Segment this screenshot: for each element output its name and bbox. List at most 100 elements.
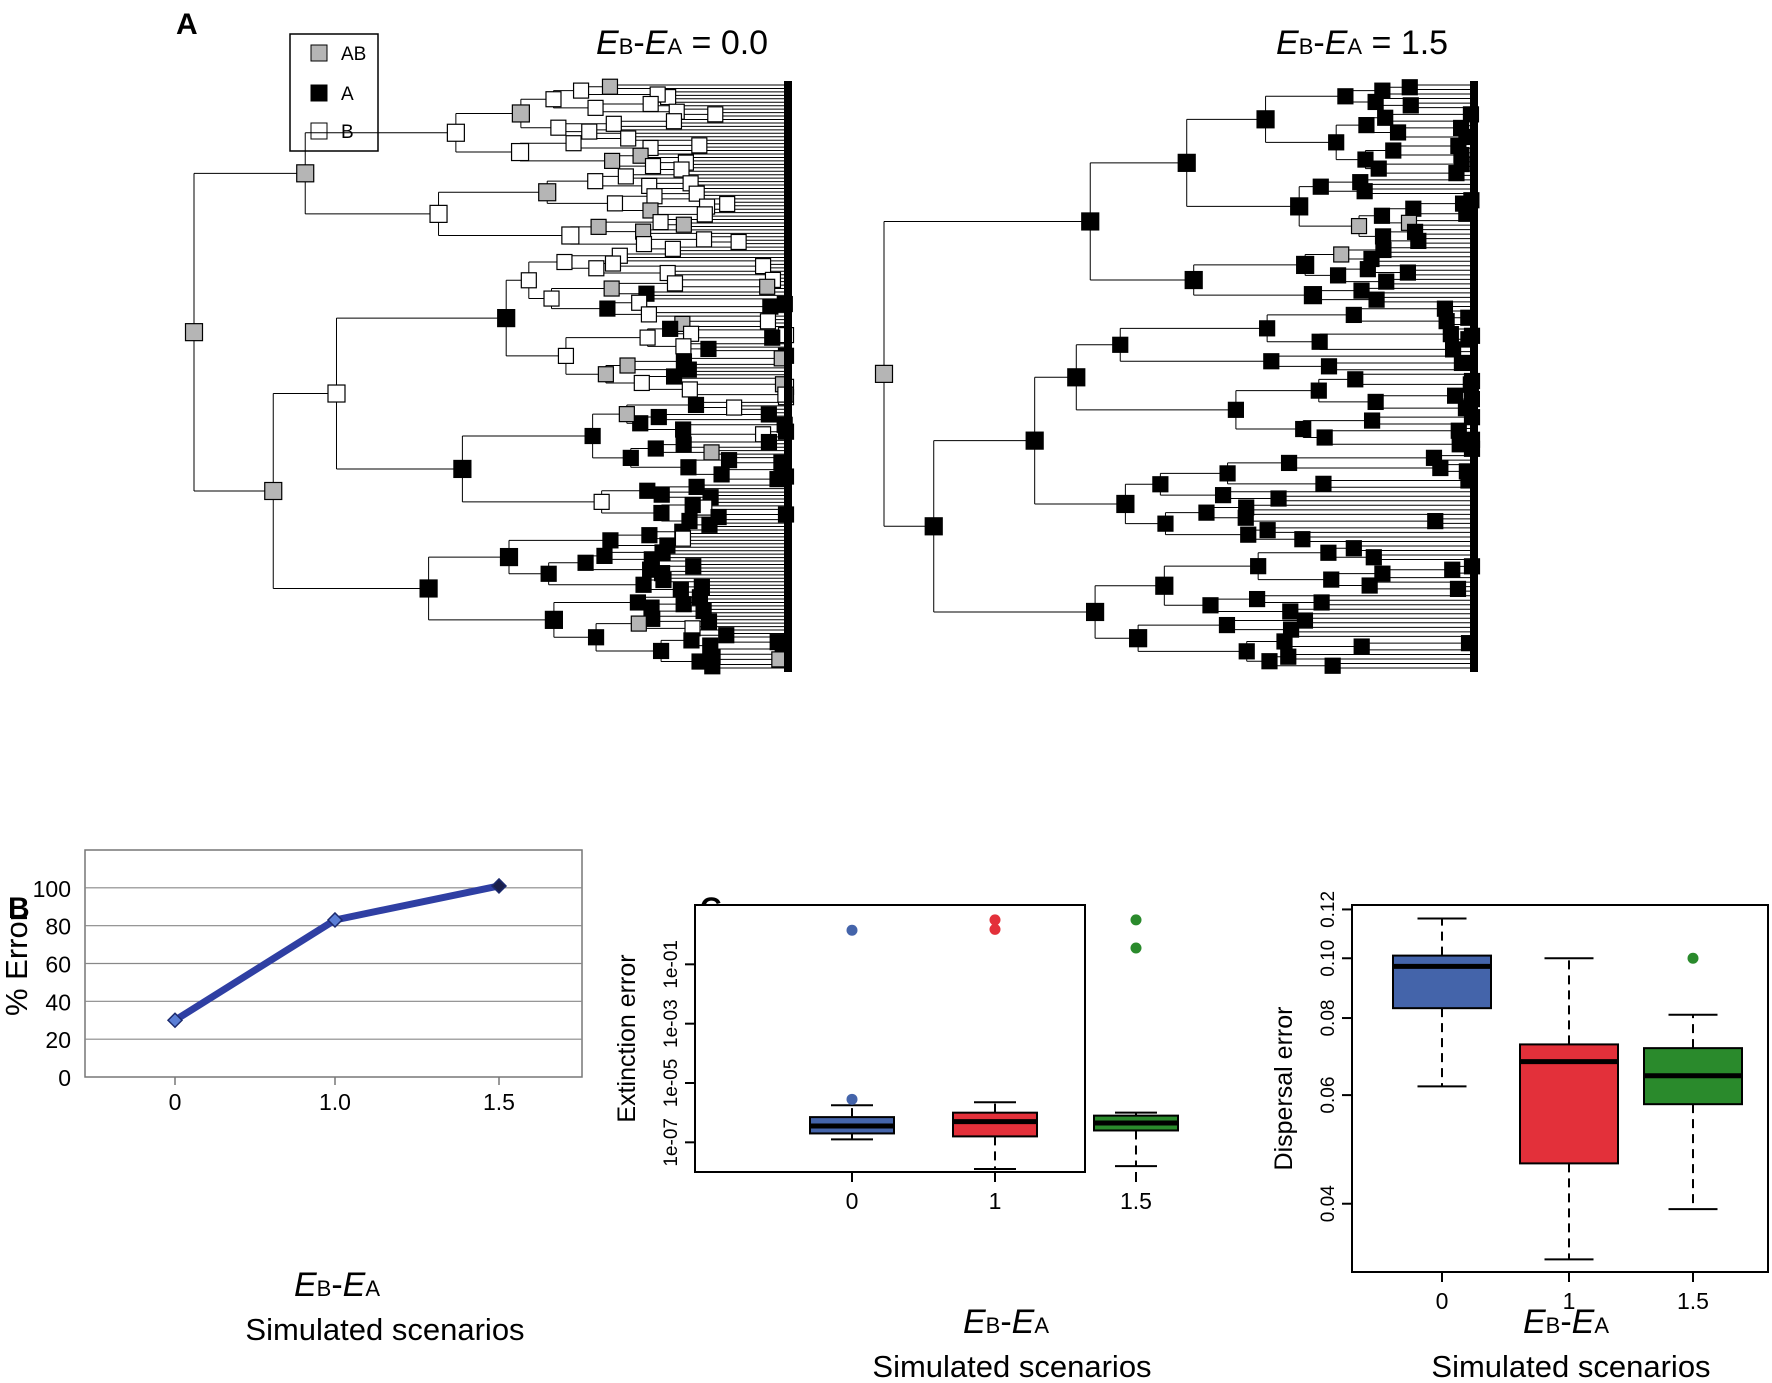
chart-c1-xlabel-e1: E [963, 1303, 986, 1341]
node-state-a [1259, 522, 1276, 539]
node-state-b [510, 142, 530, 162]
node-state-a [1337, 88, 1354, 105]
node-state-ab [296, 164, 315, 183]
y-tick-label: 0.10 [1318, 940, 1339, 977]
node-state-b [675, 338, 692, 355]
node-state-b [681, 381, 698, 398]
node-state-a [1444, 561, 1461, 578]
node-state-a [1377, 109, 1394, 126]
node-state-ab [630, 615, 647, 632]
node-state-a [655, 571, 672, 589]
node-state-a [684, 496, 701, 514]
node-state-b [557, 347, 575, 365]
node-state-b [605, 115, 622, 132]
node-state-a [720, 452, 738, 469]
y-tick-label: 0.06 [1318, 1077, 1339, 1114]
node-state-ab [604, 152, 621, 169]
y-tick-label: 80 [45, 914, 71, 940]
node-state-a [1328, 134, 1345, 151]
node-state-a [1448, 165, 1465, 182]
y-tick-label: 1e-07 [661, 1118, 682, 1167]
boxplot-dispersal-error: 0 1 1.5 0.04 0.06 0.08 0.10 0.12 Dispersal error [1270, 891, 1769, 1314]
node-state-ab [601, 78, 619, 95]
node-state-ab [1333, 246, 1350, 263]
node-state-a [1315, 475, 1332, 492]
node-state-ab [511, 104, 530, 123]
node-state-ab [618, 406, 635, 423]
node-state-a [1359, 261, 1376, 278]
node-state-a [1112, 336, 1129, 353]
legend-swatch-ab [310, 44, 328, 62]
node-state-a [1449, 580, 1467, 598]
node-state-b [726, 399, 743, 416]
node-state-a [1296, 612, 1314, 629]
node-state-a [499, 547, 519, 567]
chart-c1-xlabel2: Simulated scenarios [872, 1349, 1151, 1383]
x-tick-label: 1.5 [1120, 1188, 1152, 1214]
node-state-a [685, 558, 702, 575]
node-state-a [1320, 544, 1337, 561]
node-state-b [572, 82, 590, 99]
node-state-a [1345, 540, 1362, 557]
node-state-a [1237, 509, 1254, 526]
node-state-ab [675, 216, 692, 233]
node-state-b [545, 91, 562, 108]
node-state-a [1250, 558, 1267, 575]
y-axis-label: Dispersal error [1270, 1007, 1298, 1171]
node-state-a [687, 396, 705, 414]
node-state-a [1238, 643, 1255, 660]
node-state-a [762, 298, 779, 315]
node-state-a [1303, 286, 1323, 305]
node-state-a [1320, 358, 1338, 375]
node-state-a [584, 427, 601, 445]
node-state-a [1312, 178, 1329, 195]
x-tick-label: 1.5 [1677, 1288, 1709, 1314]
node-state-b [664, 240, 681, 257]
chart-c2-xlabel2: Simulated scenarios [1431, 1349, 1710, 1383]
node-state-a [700, 340, 717, 358]
node-state-a [691, 653, 708, 670]
node-state-a [599, 300, 616, 317]
y-axis-label: % Error [0, 911, 34, 1016]
chart-b-xlabel-e1: E [294, 1266, 317, 1304]
tree-title-left-e2: E [645, 24, 668, 62]
chart-c1-xlabel-e2: E [1012, 1303, 1035, 1341]
node-state-a [1375, 241, 1392, 259]
node-state-a [1259, 320, 1276, 337]
node-state-b [429, 204, 448, 223]
boxplot-extinction-error: 0 1 1.5 1e-07 1e-05 1e-03 1e-01 Extinction erro… [613, 904, 1179, 1214]
node-state-a [1261, 653, 1278, 670]
node-state-a [764, 329, 781, 346]
tree-title-right-e1: E [1276, 24, 1299, 62]
outlier-point [1130, 914, 1142, 926]
x-tick-label: 1.0 [319, 1089, 351, 1115]
node-state-a [1361, 577, 1378, 594]
node-state-a [647, 440, 664, 457]
tree-title-right-dash: - [1313, 24, 1324, 62]
node-state-a [1370, 160, 1387, 177]
node-state-a [688, 478, 705, 495]
node-state-a [1248, 590, 1266, 608]
node-state-a [662, 320, 679, 337]
legend-label-ab: AB [341, 44, 366, 65]
node-state-ab [184, 323, 204, 342]
outlier-point [846, 1093, 858, 1105]
node-state-a [652, 642, 670, 660]
outlier-point [1130, 942, 1142, 954]
node-state-a [713, 466, 730, 483]
node-state-a [1152, 476, 1169, 493]
node-state-b [635, 236, 653, 253]
x-tick-label: 1.5 [483, 1089, 515, 1115]
node-state-a [629, 594, 647, 611]
x-tick-label: 0 [846, 1188, 859, 1214]
box-0 [1392, 954, 1492, 1010]
chart-b-xlabel-sub2: A [365, 1276, 380, 1301]
node-state-a [602, 532, 619, 549]
y-tick-label: 40 [45, 989, 71, 1015]
data-point [326, 911, 344, 929]
tree-title-left-value: = 0.0 [682, 24, 768, 62]
node-state-a [1368, 291, 1385, 308]
chart-b-xlabel2: Simulated scenarios [245, 1312, 524, 1347]
y-tick-label: 0.04 [1318, 1185, 1339, 1222]
node-state-b [673, 161, 690, 178]
